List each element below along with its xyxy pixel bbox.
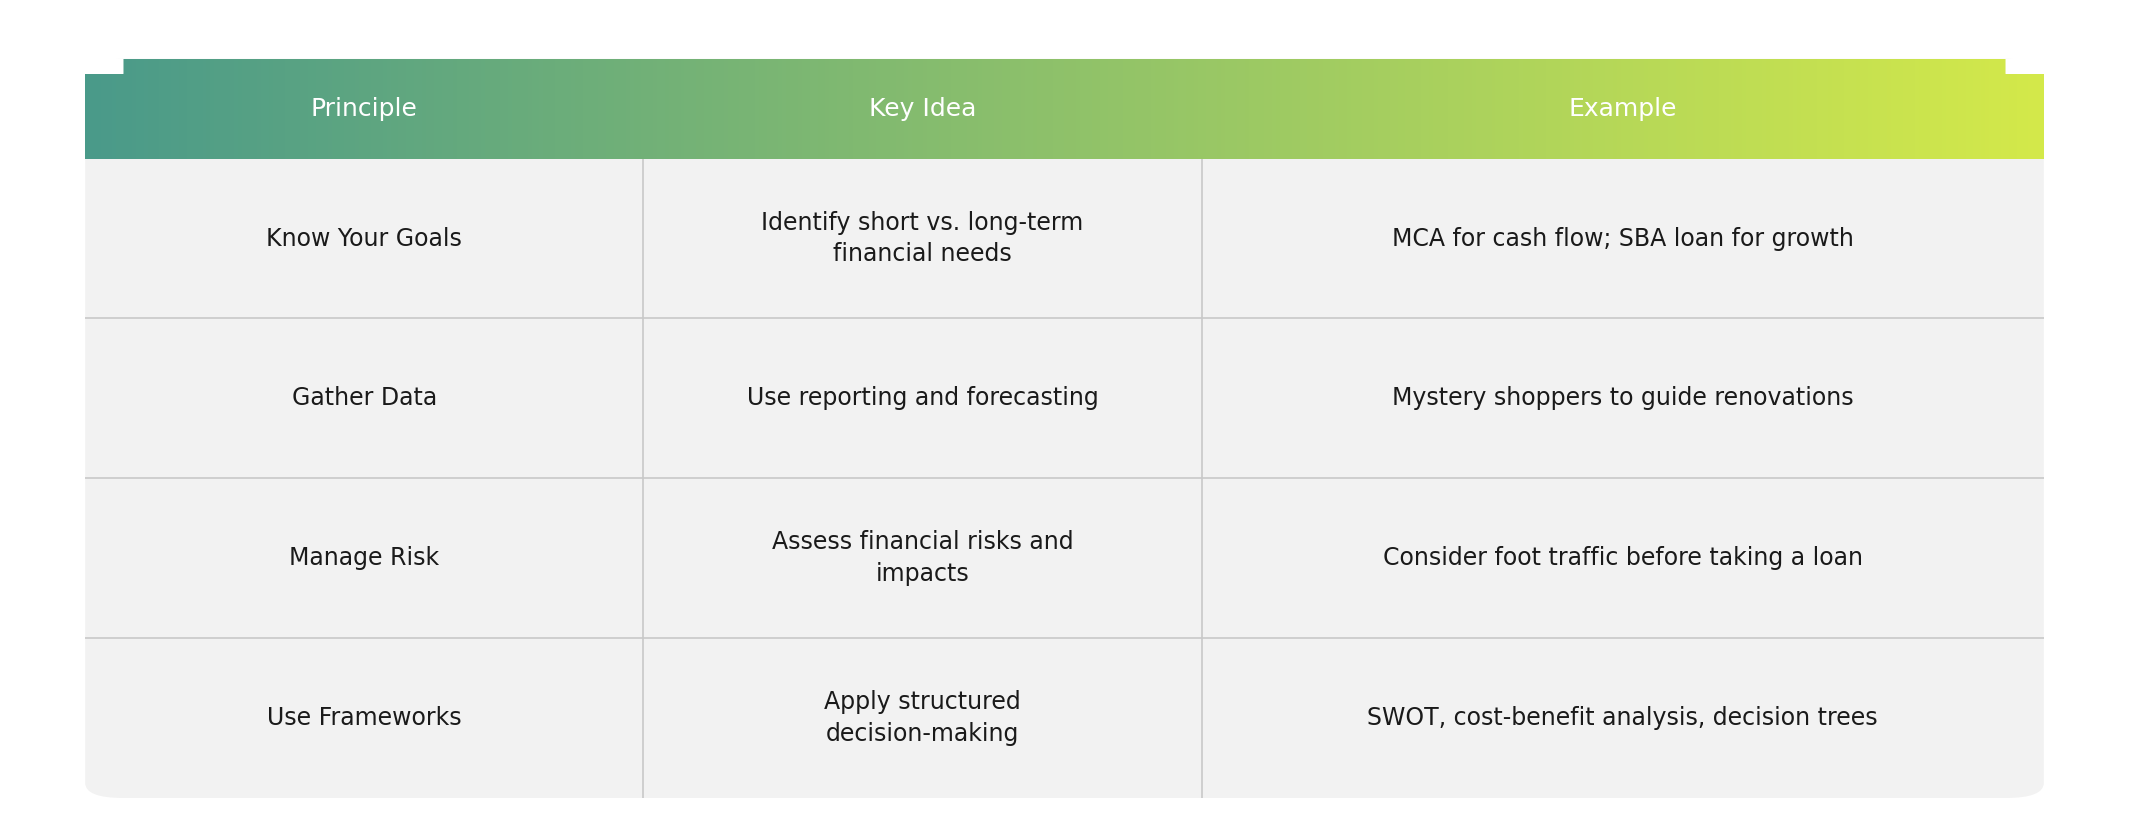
FancyBboxPatch shape xyxy=(85,59,2044,798)
Text: Principle: Principle xyxy=(311,97,417,121)
Text: Consider foot traffic before taking a loan: Consider foot traffic before taking a lo… xyxy=(1382,546,1863,570)
Text: Manage Risk: Manage Risk xyxy=(290,546,439,570)
Text: Use reporting and forecasting: Use reporting and forecasting xyxy=(747,386,1099,411)
Bar xyxy=(2006,59,2044,74)
Text: Assess financial risks and
impacts: Assess financial risks and impacts xyxy=(771,530,1073,586)
Text: Apply structured
decision-making: Apply structured decision-making xyxy=(824,690,1022,746)
Wedge shape xyxy=(85,59,123,74)
Text: Know Your Goals: Know Your Goals xyxy=(266,227,462,250)
Text: Identify short vs. long-term
financial needs: Identify short vs. long-term financial n… xyxy=(762,211,1084,266)
Text: Gather Data: Gather Data xyxy=(292,386,436,411)
Text: SWOT, cost-benefit analysis, decision trees: SWOT, cost-benefit analysis, decision tr… xyxy=(1367,706,1878,730)
Text: Key Idea: Key Idea xyxy=(869,97,977,121)
Bar xyxy=(85,59,123,74)
Text: MCA for cash flow; SBA loan for growth: MCA for cash flow; SBA loan for growth xyxy=(1392,227,1854,250)
Text: Mystery shoppers to guide renovations: Mystery shoppers to guide renovations xyxy=(1392,386,1854,411)
Wedge shape xyxy=(2006,59,2044,74)
Text: Example: Example xyxy=(1569,97,1678,121)
Text: Use Frameworks: Use Frameworks xyxy=(266,706,462,730)
